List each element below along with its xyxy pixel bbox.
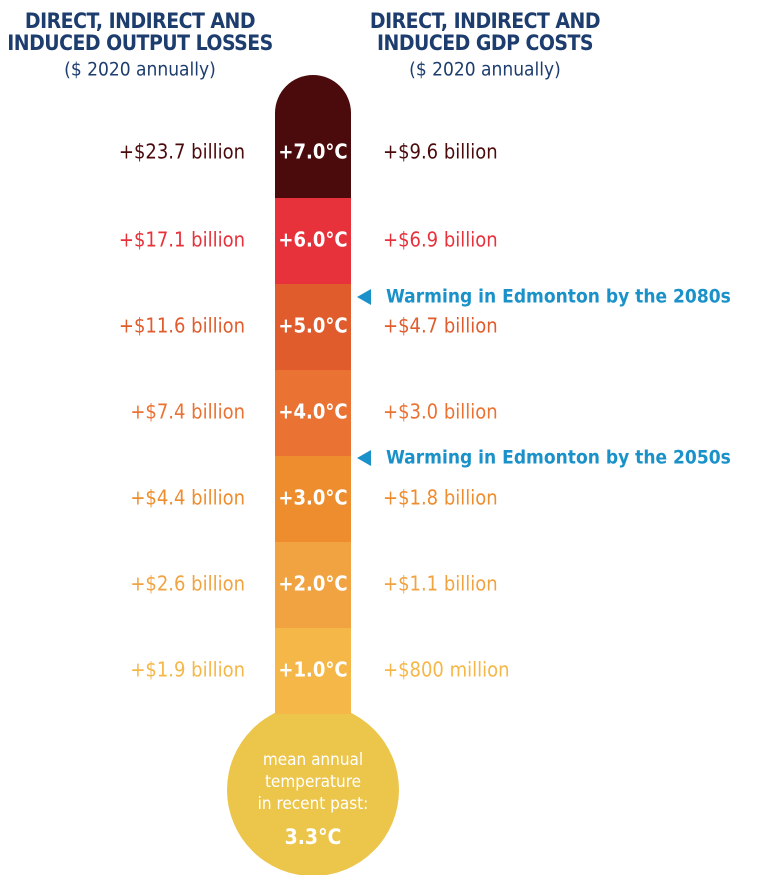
temperature-label: +1.0°C — [278, 658, 347, 682]
right-subtitle: ($ 2020 annually) — [409, 59, 561, 81]
annotation: Warming in Edmonton by the 2050s — [386, 447, 731, 469]
temperature-label: +3.0°C — [278, 486, 347, 510]
left-subtitle: ($ 2020 annually) — [64, 59, 216, 81]
bulb — [227, 704, 399, 875]
output-loss: +$17.1 billion — [119, 228, 245, 252]
temperature-label: +4.0°C — [278, 400, 347, 424]
temperature-label: +6.0°C — [278, 228, 347, 252]
output-loss: +$4.4 billion — [130, 486, 245, 510]
temperature-label: +5.0°C — [278, 314, 347, 338]
gdp-cost: +$6.9 billion — [383, 228, 498, 252]
annotation: Warming in Edmonton by the 2080s — [386, 286, 731, 308]
left-header-line: DIRECT, INDIRECT AND — [25, 9, 255, 33]
left-header-line: INDUCED OUTPUT LOSSES — [7, 31, 272, 55]
output-loss: +$2.6 billion — [130, 572, 245, 596]
bulb-value: 3.3°C — [285, 825, 342, 849]
gdp-cost: +$1.8 billion — [383, 486, 498, 510]
temperature-label: +7.0°C — [278, 140, 347, 164]
temperature-label: +2.0°C — [278, 572, 347, 596]
tube-segment — [275, 542, 351, 628]
tube-cap — [275, 75, 351, 198]
gdp-cost: +$9.6 billion — [383, 140, 498, 164]
arrow — [357, 289, 371, 305]
bulb-text: mean annual — [263, 750, 363, 770]
arrow — [357, 450, 371, 466]
tube-segment — [275, 284, 351, 370]
output-loss: +$23.7 billion — [119, 140, 245, 164]
tube-segment — [275, 628, 351, 714]
output-loss: +$11.6 billion — [119, 314, 245, 338]
gdp-cost: +$1.1 billion — [383, 572, 498, 596]
output-loss: +$7.4 billion — [130, 400, 245, 424]
gdp-cost: +$800 million — [383, 658, 510, 682]
bulb-text: in recent past: — [258, 794, 369, 814]
gdp-cost: +$4.7 billion — [383, 314, 498, 338]
bulb-text: temperature — [265, 772, 361, 792]
tube-segment — [275, 456, 351, 542]
output-loss: +$1.9 billion — [130, 658, 245, 682]
right-header-line: DIRECT, INDIRECT AND — [370, 9, 600, 33]
gdp-cost: +$3.0 billion — [383, 400, 498, 424]
tube-segment — [275, 198, 351, 284]
right-header-line: INDUCED GDP COSTS — [377, 31, 593, 55]
tube-segment — [275, 370, 351, 456]
